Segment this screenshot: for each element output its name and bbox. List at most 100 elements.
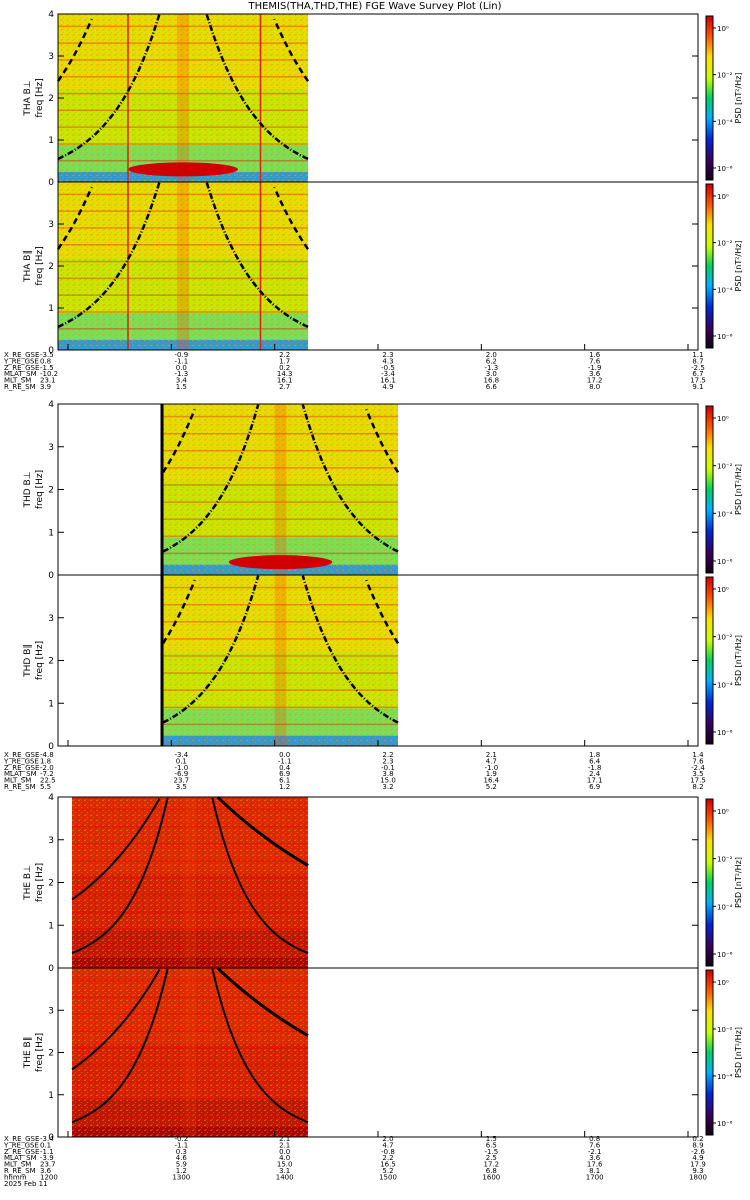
harmonic-band xyxy=(58,109,308,112)
y-tick-label: 1 xyxy=(48,136,54,146)
ephemeris-value: 3.9 xyxy=(40,383,51,391)
spectrogram-texture xyxy=(72,797,308,968)
ephemeris-value: 6.8 xyxy=(486,1167,497,1175)
ephemeris-value: 2.2 xyxy=(382,1154,393,1162)
ephemeris-value: 9.1 xyxy=(692,383,703,391)
colorbar-scale xyxy=(705,576,714,745)
ephemeris-value: -1.0 xyxy=(174,764,188,772)
ephemeris-value: 0.3 xyxy=(176,1148,187,1156)
y-tick-label: 3 xyxy=(48,443,54,453)
harmonic-band xyxy=(163,415,398,418)
colorbar-label: PSD [nT²/Hz] xyxy=(734,241,743,292)
harmonic-band xyxy=(163,638,398,640)
ephemeris-value: 1400 xyxy=(276,1173,294,1181)
spectrogram-texture xyxy=(72,968,308,1137)
ephemeris-value: -1.1 xyxy=(40,1148,54,1156)
colorbar-tick-label: 10⁻⁶ xyxy=(717,951,733,959)
y-tick-label: 3 xyxy=(48,836,54,846)
colorbar-tick-label: 10⁰ xyxy=(717,25,729,33)
ephemeris-value: 1300 xyxy=(172,1173,190,1181)
colorbar-tick-label: 10⁻² xyxy=(717,856,733,864)
ephemeris-row-label: Z_RE_GSE xyxy=(4,764,39,772)
ephemeris-value: 5.9 xyxy=(176,1161,187,1169)
ephemeris-value: 15.0 xyxy=(380,777,396,785)
harmonic-band xyxy=(58,328,308,330)
spectrogram-panel: 0 1 2 3 THA B∥ freq [Hz] xyxy=(23,181,699,356)
ephemeris-row-label: Y_RE_GSE xyxy=(3,1141,39,1149)
ephemeris-row-label: Y_RE_GSE xyxy=(3,757,39,765)
harmonic-band xyxy=(58,227,308,229)
ephemeris-row-label: R_RE_SM xyxy=(4,383,36,391)
ephemeris-value: 2.0 xyxy=(486,351,497,359)
ephemeris-value: 2.1 xyxy=(279,1135,290,1143)
spectrogram-center-column xyxy=(177,182,189,350)
colorbar: 10⁰ 10⁻² 10⁻⁴ 10⁻⁶ PSD [nT²/Hz] xyxy=(705,183,743,349)
cyclotron-curve-dashed xyxy=(161,408,196,474)
ephemeris-row-label: R_RE_SM xyxy=(4,783,36,791)
cyclotron-curve-dashed xyxy=(365,408,400,474)
low-frequency-peak xyxy=(128,162,238,177)
y-tick-label: 1 xyxy=(48,699,54,709)
ephemeris-value: 3.6 xyxy=(589,1154,601,1162)
harmonic-band xyxy=(58,59,308,61)
ephemeris-value: 16.4 xyxy=(484,777,500,785)
ephemeris-value: 0.0 xyxy=(176,364,187,372)
y-tick-label: 2 xyxy=(48,94,54,104)
ephemeris-value: 0.8 xyxy=(40,357,51,365)
ephemeris-value: 3.4 xyxy=(176,377,188,385)
harmonic-band xyxy=(72,825,308,828)
colorbar-tick-label: 10⁰ xyxy=(717,808,729,816)
ephemeris-value: 6.6 xyxy=(486,383,498,391)
harmonic-band xyxy=(72,1047,308,1049)
cyclotron-curve-dashed xyxy=(273,186,310,250)
ephemeris-value: 2.2 xyxy=(279,351,290,359)
y-tick-label: 2 xyxy=(48,262,54,272)
ephemeris-value: -1.9 xyxy=(588,364,602,372)
spectrogram-center-column xyxy=(184,968,196,1137)
ephemeris-value: 1.4 xyxy=(692,751,704,759)
ephemeris-value: -0.1 xyxy=(381,764,395,772)
ephemeris-value: 17.5 xyxy=(690,777,706,785)
ephemeris-value: -1.8 xyxy=(588,764,602,772)
ephemeris-value: 3.5 xyxy=(692,770,703,778)
harmonic-band xyxy=(163,672,398,674)
harmonic-band xyxy=(72,1064,308,1066)
colorbar-label: PSD [nT²/Hz] xyxy=(734,857,743,908)
ephemeris-value: 1.9 xyxy=(486,770,497,778)
colorbar-label: PSD [nT²/Hz] xyxy=(734,635,743,686)
y-axis-label: freq [Hz] xyxy=(35,641,45,680)
harmonic-band xyxy=(72,808,308,811)
ephemeris-value: 16.1 xyxy=(380,377,396,385)
spectrogram-panel: 0 1 2 3 4 THD B⊥ freq [Hz] xyxy=(23,400,699,581)
ephemeris-value: 4.9 xyxy=(692,1154,703,1162)
ephemeris-value: 5.5 xyxy=(40,783,51,791)
colorbar-scale xyxy=(705,15,714,181)
colorbar-tick-label: 10⁻⁴ xyxy=(717,118,733,126)
ephemeris-value: 2.3 xyxy=(382,757,393,765)
colorbar-scale xyxy=(705,798,714,967)
ephemeris-value: 1.6 xyxy=(589,351,601,359)
ephemeris-table: X_RE_GSEY_RE_GSEZ_RE_GSEMLAT_SMMLT_SMR_R… xyxy=(3,1135,707,1188)
ephemeris-value: 8.9 xyxy=(692,1141,703,1149)
ephemeris-value: 17.2 xyxy=(484,1161,500,1169)
ephemeris-table: X_RE_GSEY_RE_GSEZ_RE_GSEMLAT_SMMLT_SMR_R… xyxy=(3,351,706,391)
ephemeris-row-label: MLT_SM xyxy=(4,777,31,785)
colorbar: 10⁰ 10⁻² 10⁻⁴ 10⁻⁶ PSD [nT²/Hz] xyxy=(705,576,743,745)
ephemeris-value: 6.9 xyxy=(589,783,600,791)
ephemeris-value: 22.5 xyxy=(40,777,56,785)
ephemeris-value: 1700 xyxy=(586,1173,604,1181)
harmonic-band xyxy=(72,1081,308,1083)
cyclotron-curve xyxy=(71,968,161,1071)
ephemeris-value: -2.1 xyxy=(588,1148,602,1156)
ephemeris-value: 7.6 xyxy=(589,1141,601,1149)
ephemeris-row-label: Y_RE_GSE xyxy=(3,357,39,365)
ephemeris-value: -1.1 xyxy=(174,1141,188,1149)
ephemeris-value: 14.3 xyxy=(277,370,293,378)
ephemeris-value: 6.7 xyxy=(692,370,703,378)
harmonic-band xyxy=(163,501,398,503)
ephemeris-value: -2.0 xyxy=(40,764,54,772)
ephemeris-value: -2.4 xyxy=(691,764,705,772)
ephemeris-value: 0.1 xyxy=(40,1141,51,1149)
ephemeris-value: 6.5 xyxy=(486,1141,497,1149)
